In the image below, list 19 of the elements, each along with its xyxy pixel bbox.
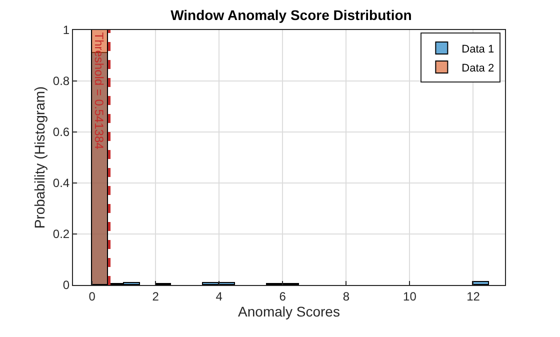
y-tick-label: 0.8 [52,74,70,88]
y-tick-label: 0.4 [52,176,70,190]
x-tick-label: 2 [152,289,160,304]
y-tick-label: 0 [62,278,70,292]
x-axis-title: Anomaly Scores [238,304,340,320]
y-axis-title: Probability (Histogram) [32,86,48,229]
x-tick-label: 8 [342,289,350,304]
x-tick-label: 0 [88,289,96,304]
y-tick-label: 0.2 [52,227,70,242]
ref-line-label: Threshold = 0.541384 [92,32,106,150]
chart-title: Window Anomaly Score Distribution [170,6,412,23]
x-tick-label: 10 [403,289,417,304]
x-tick-label: 12 [466,289,480,304]
x-tick-label: 6 [279,289,286,304]
legend-label: Data 1 [462,43,494,56]
y-tick-label: 1 [62,23,70,38]
y-tick-label: 0.6 [52,125,70,140]
x-tick-label: 4 [216,289,223,304]
legend-label: Data 2 [462,62,494,74]
